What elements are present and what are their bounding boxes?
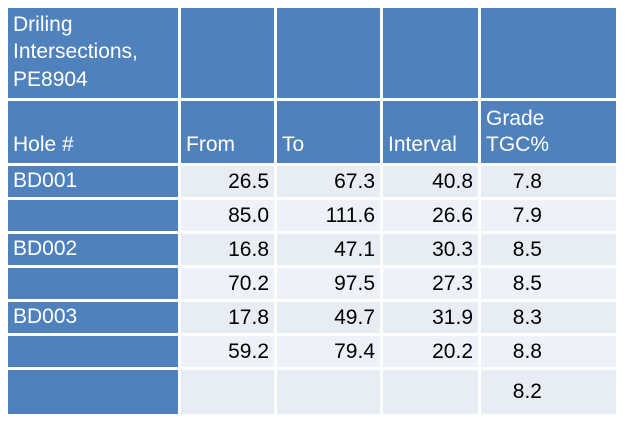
cell-to: 47.1 (277, 234, 380, 265)
column-header-grade: Grade TGC% (481, 101, 616, 163)
empty-title-cell (383, 8, 478, 98)
table-row: BD001 26.5 67.3 40.8 7.8 (8, 166, 616, 197)
cell-from: 85.0 (181, 200, 274, 231)
table-title: Driling Intersections, PE8904 (8, 8, 178, 98)
cell-hole (8, 370, 178, 414)
cell-interval: 20.2 (383, 336, 478, 367)
cell-grade: 7.9 (481, 200, 616, 231)
cell-from: 70.2 (181, 268, 274, 299)
cell-interval: 40.8 (383, 166, 478, 197)
empty-title-cell (481, 8, 616, 98)
cell-from: 26.5 (181, 166, 274, 197)
cell-interval: 30.3 (383, 234, 478, 265)
cell-hole: BD001 (8, 166, 178, 197)
cell-to: 49.7 (277, 302, 380, 333)
cell-from: 59.2 (181, 336, 274, 367)
title-row: Driling Intersections, PE8904 (8, 8, 616, 98)
cell-to: 79.4 (277, 336, 380, 367)
cell-hole (8, 268, 178, 299)
cell-grade: 8.5 (481, 234, 616, 265)
drilling-intersections-table: Driling Intersections, PE8904 Hole # Fro… (5, 5, 619, 417)
cell-grade: 8.3 (481, 302, 616, 333)
column-header-from: From (181, 101, 274, 163)
cell-grade: 8.2 (481, 370, 616, 414)
column-header-interval: Interval (383, 101, 478, 163)
cell-hole (8, 336, 178, 367)
table-row: 85.0 111.6 26.6 7.9 (8, 200, 616, 231)
header-row: Hole # From To Interval Grade TGC% (8, 101, 616, 163)
column-header-hole: Hole # (8, 101, 178, 163)
cell-hole: BD002 (8, 234, 178, 265)
cell-to: 67.3 (277, 166, 380, 197)
column-header-to: To (277, 101, 380, 163)
cell-interval: 27.3 (383, 268, 478, 299)
cell-to: 97.5 (277, 268, 380, 299)
empty-title-cell (181, 8, 274, 98)
cell-from: 17.8 (181, 302, 274, 333)
cell-hole: BD003 (8, 302, 178, 333)
table-row: BD002 16.8 47.1 30.3 8.5 (8, 234, 616, 265)
cell-grade: 8.8 (481, 336, 616, 367)
cell-to (277, 370, 380, 414)
cell-to: 111.6 (277, 200, 380, 231)
cell-from (181, 370, 274, 414)
cell-hole (8, 200, 178, 231)
empty-title-cell (277, 8, 380, 98)
cell-from: 16.8 (181, 234, 274, 265)
cell-grade: 8.5 (481, 268, 616, 299)
cell-interval (383, 370, 478, 414)
cell-interval: 26.6 (383, 200, 478, 231)
cell-interval: 31.9 (383, 302, 478, 333)
table-row: BD003 17.8 49.7 31.9 8.3 (8, 302, 616, 333)
cell-grade: 7.8 (481, 166, 616, 197)
table-row: 8.2 (8, 370, 616, 414)
table-row: 70.2 97.5 27.3 8.5 (8, 268, 616, 299)
table-row: 59.2 79.4 20.2 8.8 (8, 336, 616, 367)
